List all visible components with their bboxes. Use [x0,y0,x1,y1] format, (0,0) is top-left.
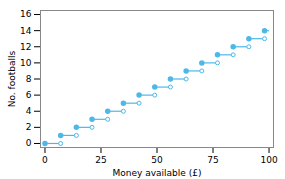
svg-text:8: 8 [26,74,32,84]
svg-text:No. footballs: No. footballs [7,50,17,107]
svg-text:12: 12 [20,42,31,52]
svg-text:Money available (£): Money available (£) [113,168,202,178]
svg-text:6: 6 [26,90,32,100]
svg-text:25: 25 [95,155,106,165]
svg-text:75: 75 [207,155,218,165]
svg-text:0: 0 [26,138,32,148]
svg-text:16: 16 [20,9,32,19]
svg-text:2: 2 [26,122,32,132]
svg-text:14: 14 [20,26,32,36]
svg-text:10: 10 [20,58,32,68]
svg-text:50: 50 [151,155,163,165]
svg-text:100: 100 [260,155,277,165]
svg-text:0: 0 [42,155,48,165]
svg-text:4: 4 [26,106,32,116]
